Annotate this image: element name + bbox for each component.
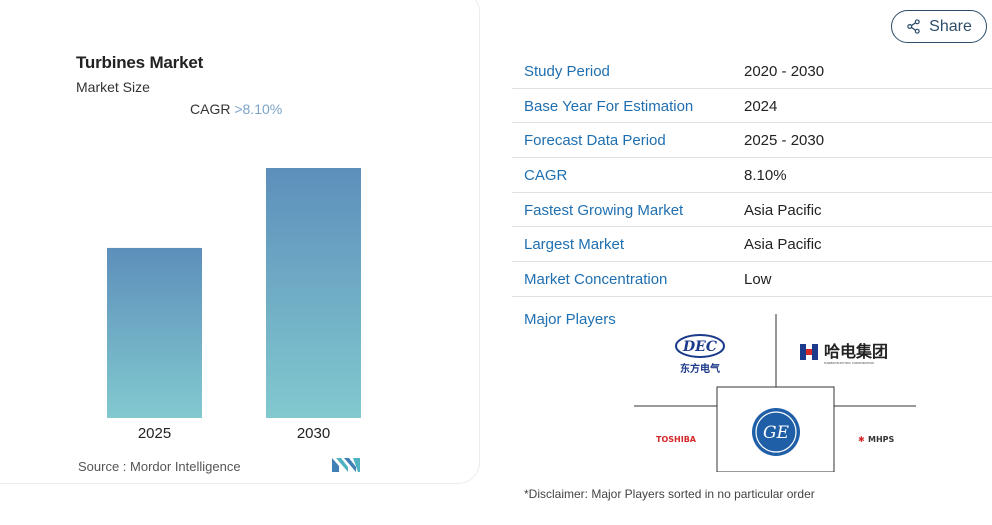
bar-chart: 2025 2030 [107, 168, 361, 442]
bar-2030 [266, 168, 361, 418]
bar-2025 [107, 247, 202, 418]
info-value: Asia Pacific [744, 201, 822, 219]
info-key[interactable]: Fastest Growing Market [524, 201, 684, 219]
dec-logo[interactable]: DEC 东方电气 [675, 334, 725, 375]
dec-logo-subtitle: 东方电气 [680, 362, 720, 375]
ge-logo-text: GE [763, 423, 790, 443]
mhps-logo-text: MHPS [868, 435, 895, 444]
source-note: Source : Mordor Intelligence [78, 459, 241, 474]
info-key[interactable]: Largest Market [524, 236, 625, 254]
cagr-label: CAGR [190, 101, 231, 117]
x-tick-label: 2025 [138, 425, 171, 442]
toshiba-logo[interactable]: TOSHIBA [656, 435, 697, 444]
cagr-annotation: CAGR >8.10% [190, 101, 282, 117]
info-row-largest-market: Largest Market Asia Pacific [512, 227, 992, 263]
info-row-base-year: Base Year For Estimation 2024 [512, 89, 992, 124]
info-row-cagr: CAGR 8.10% [512, 158, 992, 193]
disclaimer: *Disclaimer: Major Players sorted in no … [524, 487, 815, 501]
info-key[interactable]: Forecast Data Period [524, 132, 666, 150]
info-row-fastest-growing: Fastest Growing Market Asia Pacific [512, 193, 992, 228]
info-key[interactable]: Base Year For Estimation [524, 97, 694, 115]
info-value: Low [744, 271, 772, 289]
harbin-logo-subtitle: HARBIN ELECTRIC CORPORATION [824, 361, 874, 365]
ge-logo[interactable]: GE [752, 408, 800, 456]
x-tick-label: 2030 [297, 425, 330, 442]
share-label: Share [929, 17, 972, 35]
info-row-concentration: Market Concentration Low [512, 262, 992, 297]
info-value: Asia Pacific [744, 236, 822, 254]
market-info-table: Study Period 2020 - 2030 Base Year For E… [512, 54, 992, 297]
info-value: 2020 - 2030 [744, 63, 825, 80]
cagr-value: >8.10% [234, 101, 283, 117]
info-row-forecast-period: Forecast Data Period 2025 - 2030 [512, 123, 992, 159]
harbin-electric-logo[interactable]: 哈电集团 HARBIN ELECTRIC CORPORATION [800, 342, 888, 365]
info-value: 2024 [744, 97, 778, 115]
info-value: 2025 - 2030 [744, 132, 825, 150]
info-key[interactable]: Market Concentration [524, 271, 668, 289]
chart-subtitle: Market Size [76, 79, 150, 95]
info-key[interactable]: Study Period [524, 63, 610, 80]
info-value: 8.10% [744, 167, 787, 185]
dec-logo-name: DEC [682, 339, 717, 355]
mhps-mark-icon: ✱ [858, 435, 865, 444]
share-icon [907, 19, 920, 34]
major-players-label[interactable]: Major Players [524, 311, 616, 328]
info-row-study-period: Study Period 2020 - 2030 [512, 54, 992, 89]
share-button[interactable]: Share [891, 10, 987, 43]
info-key[interactable]: CAGR [524, 167, 568, 185]
chart-title: Turbines Market [76, 53, 204, 72]
mordor-intelligence-logo [332, 458, 360, 472]
major-players-grid: DEC 东方电气 哈电集团 HARBIN ELECTRIC CORPORATIO… [634, 314, 916, 472]
harbin-logo-name: 哈电集团 [824, 342, 888, 361]
mhps-logo[interactable]: ✱ MHPS [858, 435, 895, 444]
chart-card [0, 0, 480, 484]
